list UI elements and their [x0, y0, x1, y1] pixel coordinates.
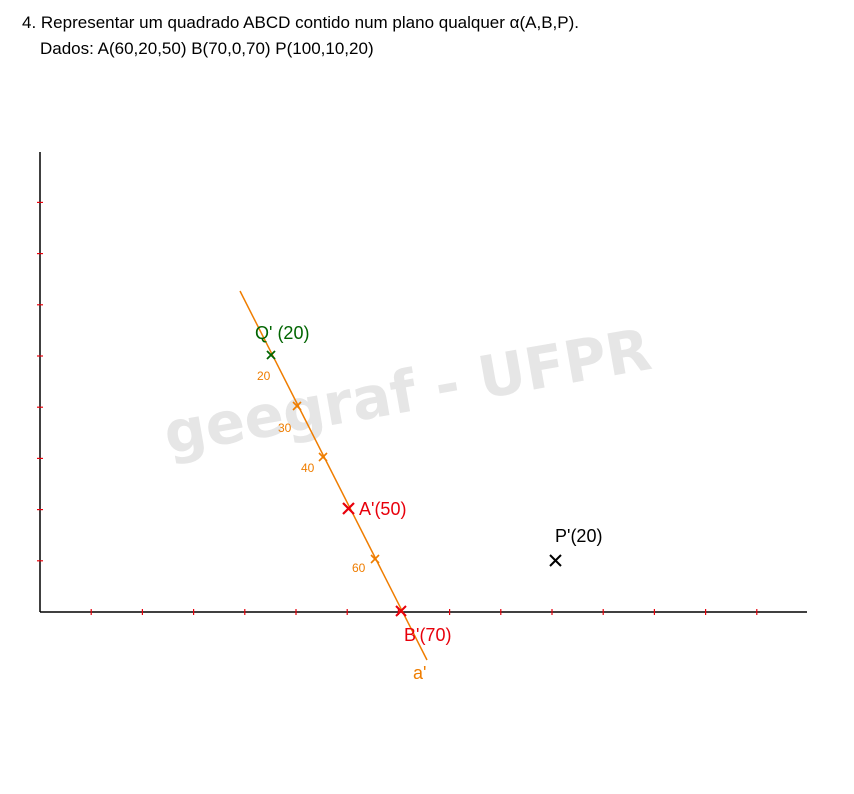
problem-title: 4. Representar um quadrado ABCD contido … — [22, 13, 579, 32]
graduation-60-label: 60 — [352, 561, 366, 575]
axis-ticks — [37, 201, 758, 615]
graduation-40-mark — [318, 452, 328, 462]
point-b-prime-label: B'(70) — [404, 625, 451, 645]
point-p-prime-label: P'(20) — [555, 526, 602, 546]
line-a-prime — [239, 290, 428, 661]
problem-statement: 4. Representar um quadrado ABCD contido … — [22, 10, 579, 62]
line-a-prime-label: a' — [413, 663, 426, 683]
watermark: geegraf - UFPR — [159, 315, 656, 468]
graduation-20-label: 20 — [257, 369, 271, 383]
graduation-60-mark — [370, 554, 380, 564]
point-q-prime-marker — [266, 350, 276, 360]
point-a-prime-marker — [342, 502, 355, 515]
graduation-30-mark — [292, 401, 302, 411]
point-q-prime-label: Q' (20) — [255, 323, 309, 343]
point-b-prime-marker — [395, 605, 407, 617]
point-p-prime-marker — [549, 554, 562, 567]
graduation-30-label: 30 — [278, 421, 292, 435]
graduation-40-label: 40 — [301, 461, 315, 475]
graduation-marks — [292, 401, 380, 564]
problem-data: Dados: A(60,20,50) B(70,0,70) P(100,10,2… — [40, 39, 374, 58]
point-a-prime-label: A'(50) — [359, 499, 406, 519]
